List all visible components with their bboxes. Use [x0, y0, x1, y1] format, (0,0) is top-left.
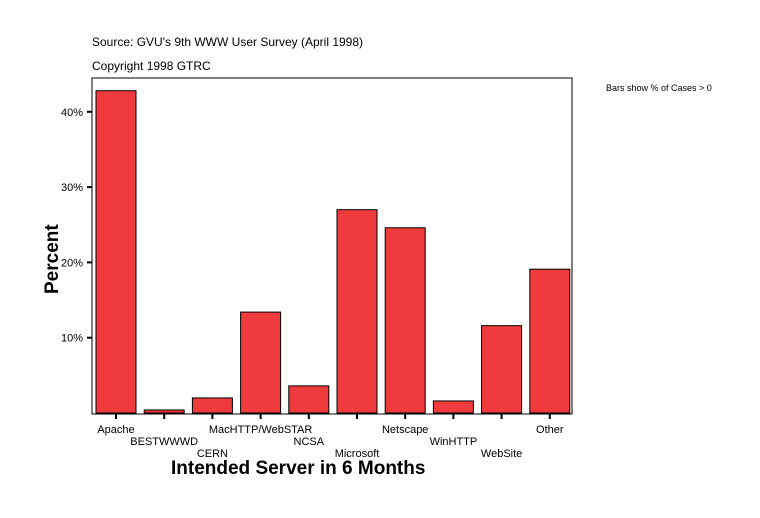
bars-note: Bars show % of Cases > 0: [606, 83, 712, 93]
x-tick-label: BESTWWWD: [130, 436, 198, 448]
bar-bestwwwd: [143, 409, 185, 414]
x-tick-label: Other: [536, 424, 564, 436]
x-tick-label: WebSite: [481, 448, 522, 460]
x-axis-label: Intended Server in 6 Months: [171, 458, 426, 479]
y-tick-label: 10%: [61, 333, 83, 345]
y-tick-label: 30%: [61, 182, 83, 194]
y-tick-label: 40%: [61, 107, 83, 119]
x-tick-label: WinHTTP: [430, 436, 478, 448]
bar-ncsa: [288, 385, 330, 414]
bar-machttp-webstar: [240, 311, 282, 414]
bar-winhttp: [432, 400, 474, 414]
x-tick-label: CERN: [197, 448, 228, 460]
x-tick-label: MacHTTP/WebSTAR: [209, 424, 313, 436]
bar-netscape: [384, 227, 426, 414]
x-tick-label: Microsoft: [335, 448, 380, 460]
x-tick-label: Netscape: [382, 424, 428, 436]
bar-apache: [95, 90, 137, 414]
bar-microsoft: [336, 209, 378, 414]
bar-website: [481, 325, 523, 414]
source-text: Source: GVU's 9th WWW User Survey (April…: [92, 35, 364, 49]
x-tick-label: NCSA: [294, 436, 325, 448]
bar-other: [529, 268, 571, 414]
copyright-text: Copyright 1998 GTRC: [92, 59, 211, 73]
x-tick-label: Apache: [97, 424, 134, 436]
bar-cern: [191, 397, 233, 414]
y-tick-label: 20%: [61, 257, 83, 269]
